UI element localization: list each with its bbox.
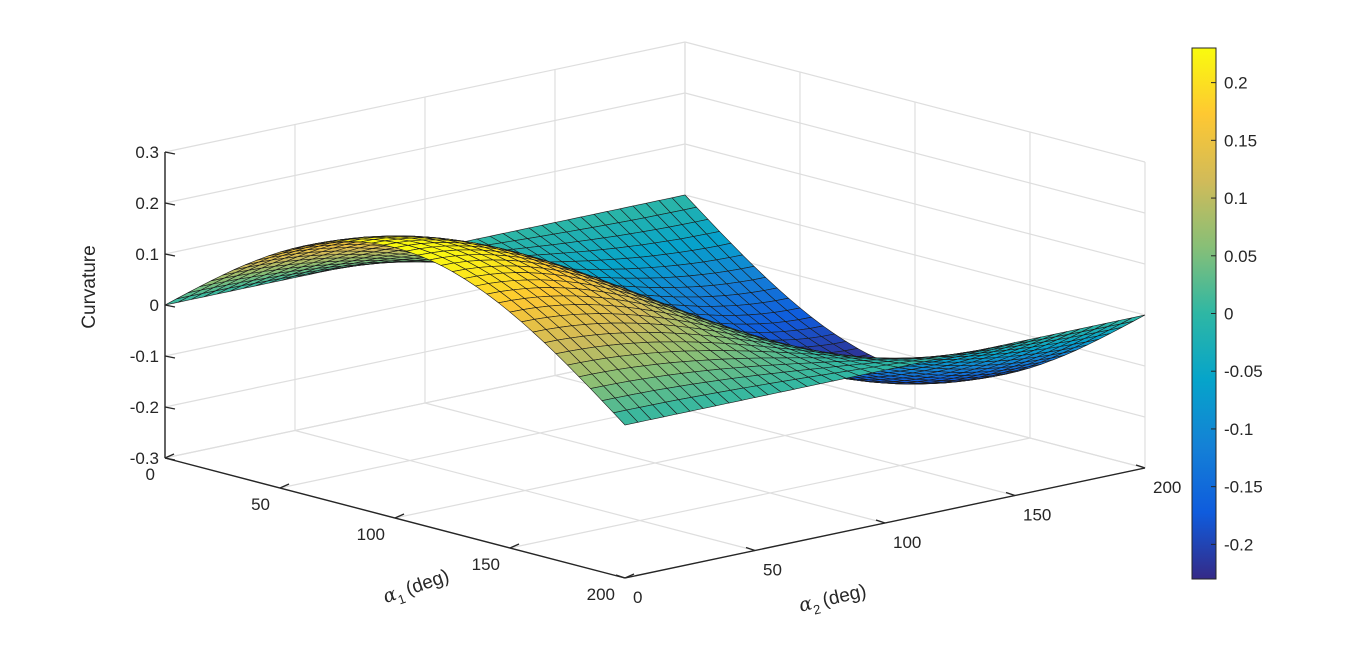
z-tick	[164, 304, 176, 308]
x-tick-label: 50	[251, 495, 270, 514]
z-tick	[164, 355, 176, 359]
x-tick-label: 0	[146, 465, 155, 484]
x-tick	[509, 543, 520, 549]
y-tick-label: 0	[633, 588, 642, 607]
z-tick	[164, 457, 176, 461]
x-tick	[279, 483, 290, 489]
grid-line	[294, 429, 756, 552]
curvature-surface	[164, 194, 1146, 426]
y-tick-label: 100	[893, 533, 921, 552]
x-tick-label: 200	[587, 585, 615, 604]
y-tick-label: 200	[1153, 478, 1181, 497]
surface-face	[612, 409, 639, 426]
z-axis-label: Curvature	[79, 245, 100, 328]
y-tick-label: 150	[1023, 506, 1051, 525]
y-tick	[1135, 464, 1146, 469]
z-tick	[164, 151, 176, 155]
colorbar-tick-label: 0.2	[1224, 74, 1248, 93]
x-tick-label: 150	[472, 555, 500, 574]
colorbar-tick-label: 0.1	[1224, 189, 1248, 208]
y-axis-label: α2(deg)	[797, 580, 870, 621]
grid-line	[424, 402, 886, 524]
x-axis-label-sub: 1	[396, 591, 408, 608]
colorbar-tick-label: -0.1	[1224, 420, 1253, 439]
colorbar-tick-label: -0.05	[1224, 362, 1263, 381]
y-tick	[745, 546, 756, 552]
x-tick	[394, 513, 405, 519]
x-axis-label-unit: (deg)	[403, 566, 452, 600]
y-axis-label-unit: (deg)	[821, 581, 869, 611]
axis-tick-labels: -0.3 -0.2 -0.1 0 0.1 0.2 0.3 0 50 100 150 200 0 50 100…	[130, 143, 1182, 607]
y-axis-label-sub: 2	[812, 601, 822, 617]
z-tick-label: -0.2	[130, 398, 159, 417]
z-tick-label: 0	[150, 296, 159, 315]
colorbar-tick-label: -0.15	[1224, 478, 1263, 497]
x-tick	[164, 453, 175, 459]
y-axis-label-symbol: α	[797, 592, 815, 616]
colorbar-tick-label: 0	[1224, 305, 1233, 324]
z-tick	[164, 406, 176, 410]
axes-box	[164, 151, 1146, 579]
colorbar-tick-label: 0.05	[1224, 247, 1257, 266]
y-tick	[615, 574, 626, 579]
x-axis-label: α1(deg)	[380, 565, 453, 612]
z-tick-label: -0.1	[130, 347, 159, 366]
z-tick-label: 0.1	[135, 245, 159, 264]
z-tick	[164, 202, 176, 206]
colorbar-tick-label: -0.2	[1224, 535, 1253, 554]
colorbar-ticks: -0.2 -0.15 -0.1 -0.05 0 0.05 0.1 0.15 0.2	[1211, 74, 1263, 554]
y-tick	[875, 519, 886, 524]
y-tick-label: 50	[763, 561, 782, 580]
y-tick	[1005, 491, 1016, 497]
x-tick	[624, 573, 635, 579]
z-tick	[164, 253, 176, 257]
x-tick-label: 100	[357, 525, 385, 544]
colorbar-tick-label: 0.15	[1224, 131, 1257, 150]
z-tick-label: -0.3	[130, 449, 159, 468]
z-tick-label: 0.2	[135, 194, 159, 213]
z-tick-label: 0.3	[135, 143, 159, 162]
